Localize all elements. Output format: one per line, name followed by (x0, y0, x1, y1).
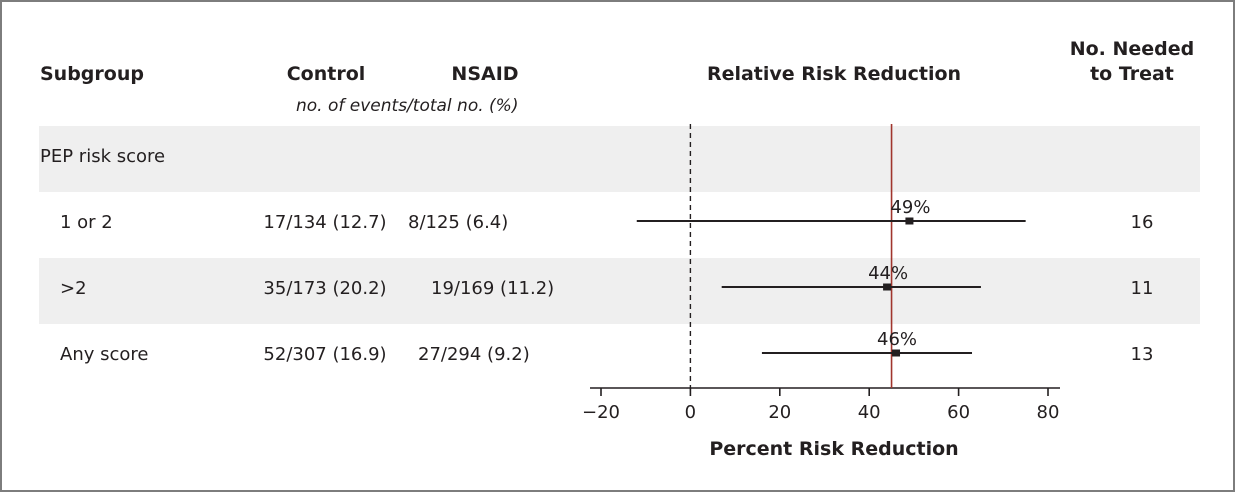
nnt-header-line1: No. Needed (1069, 38, 1195, 60)
x-tick-label: 80 (1037, 402, 1060, 423)
rrr-header: Relative Risk Reduction (706, 63, 962, 85)
subgroup-header: Subgroup (40, 63, 144, 85)
section-label: PEP risk score (40, 146, 166, 167)
row-label: >2 (60, 278, 87, 299)
control-value: 52/307 (16.9) (263, 344, 387, 365)
x-tick-label: −20 (582, 402, 620, 423)
nsaid-header: NSAID (451, 63, 519, 85)
x-tick-label: 20 (768, 402, 791, 423)
nnt-value: 16 (1130, 212, 1154, 233)
nsaid-value: 8/125 (6.4) (408, 212, 509, 233)
nsaid-value: 19/169 (11.2) (431, 278, 555, 299)
estimate-label: 46% (877, 329, 917, 350)
x-axis-title: Percent Risk Reduction (709, 438, 958, 460)
point-estimate (883, 283, 892, 291)
point-estimate (892, 349, 901, 357)
control-value: 35/173 (20.2) (263, 278, 387, 299)
nsaid-value: 27/294 (9.2) (418, 344, 530, 365)
nnt-value: 11 (1130, 278, 1154, 299)
point-estimate (905, 217, 914, 225)
control-value: 17/134 (12.7) (263, 212, 387, 233)
x-tick-label: 0 (685, 402, 696, 423)
control-header: Control (286, 63, 366, 85)
row-band (39, 258, 1200, 324)
row-label: 1 or 2 (60, 212, 113, 233)
x-tick-label: 60 (947, 402, 970, 423)
estimate-label: 44% (868, 263, 908, 284)
nnt-header-line2: to Treat (1090, 63, 1174, 85)
nnt-value: 13 (1130, 344, 1154, 365)
section-band (39, 126, 1200, 192)
estimate-label: 49% (890, 197, 930, 218)
x-tick-label: 40 (858, 402, 881, 423)
units-subheader: no. of events/total no. (%) (296, 96, 519, 116)
row-label: Any score (60, 344, 149, 365)
